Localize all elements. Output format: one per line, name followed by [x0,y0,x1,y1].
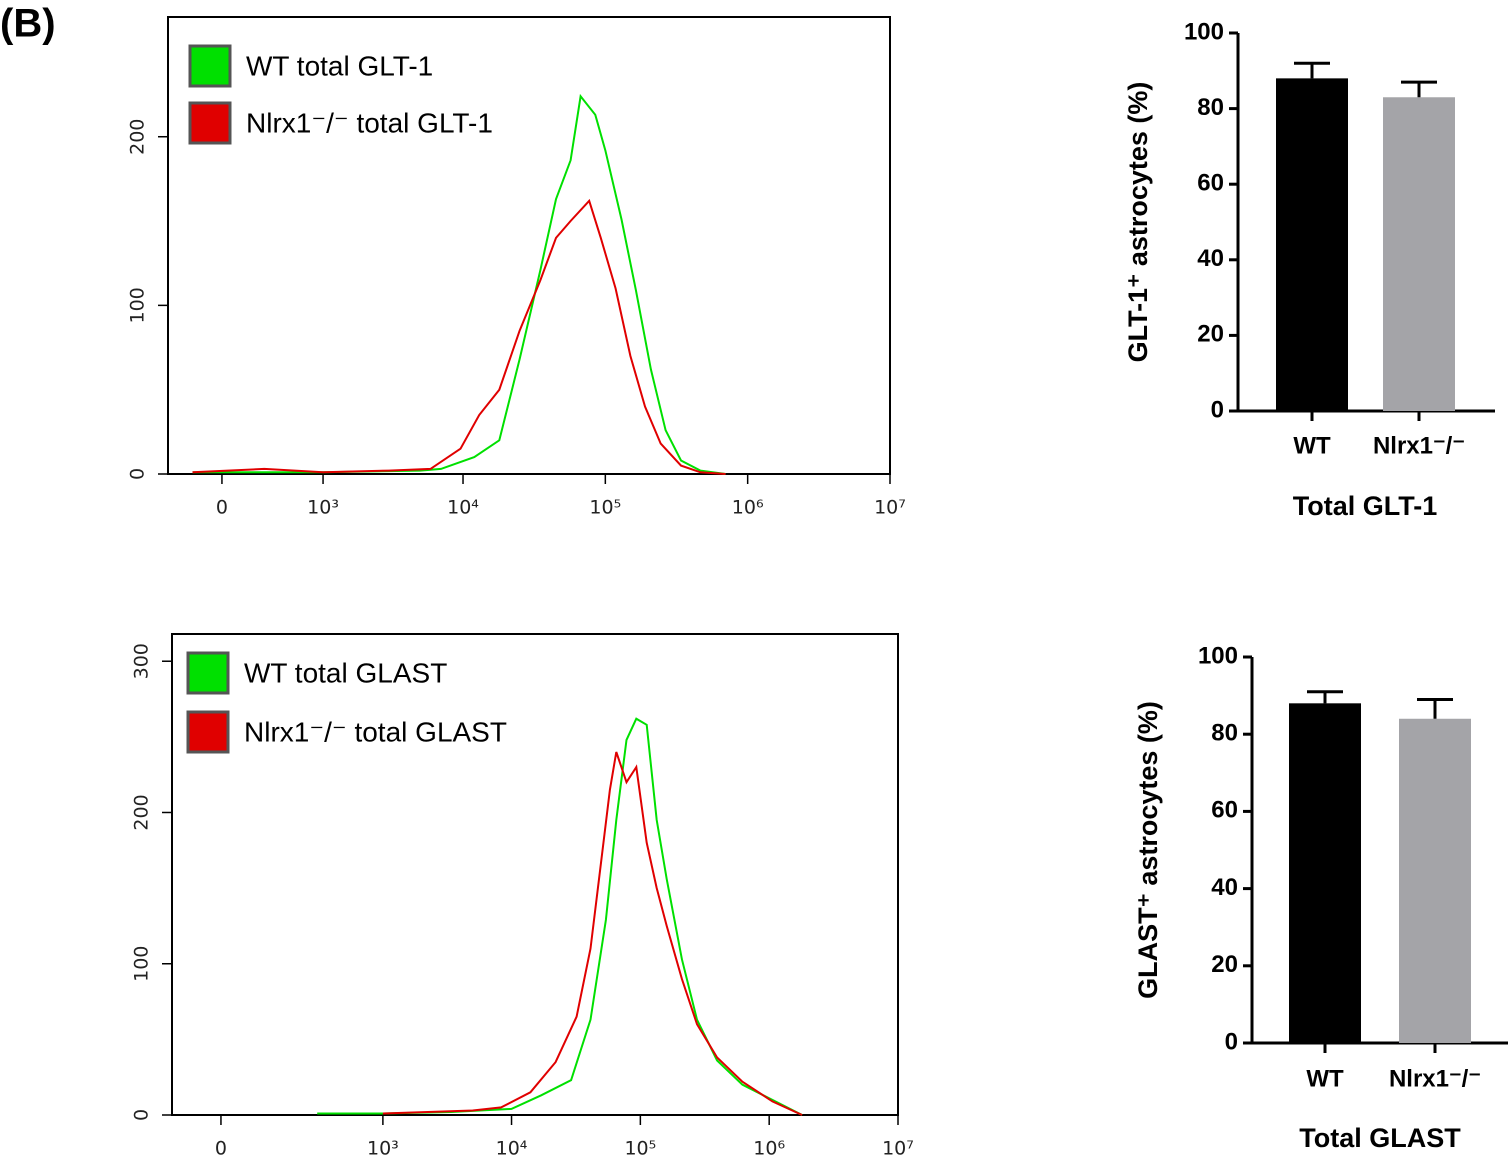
x-tick-label: 10⁵ [589,497,621,519]
y-tick-label: 100 [1198,642,1238,669]
y-tick-label: 0 [131,1109,153,1121]
bar [1383,97,1455,411]
legend-label: Nlrx1⁻/⁻ total GLT-1 [246,107,493,138]
legend-swatch [188,44,232,88]
x-tick-label: 10⁵ [624,1138,656,1160]
error-bar [1294,61,1330,79]
y-tick-label: 20 [1197,321,1224,348]
x-tick-label: Nlrx1⁻/⁻ [1373,432,1465,459]
y-tick-label: 80 [1197,94,1224,121]
bar [1399,718,1471,1043]
error-bar [1401,80,1437,98]
x-tick-label: WT [1293,432,1331,459]
x-tick-label: 10⁶ [732,497,764,519]
x-tick-label: 10⁴ [447,497,479,519]
x-tick-label: 0 [215,1138,227,1160]
y-tick-label: 0 [1225,1028,1238,1055]
x-axis-label: Total GLT-1 [1293,491,1438,521]
y-tick-label: 40 [1197,245,1224,272]
y-tick-label: 80 [1211,720,1238,747]
plot-frame [171,633,899,1116]
y-tick-label: 60 [1197,170,1224,197]
y-tick-label: 0 [127,468,149,480]
y-tick-label: 200 [131,794,153,830]
y-tick-label: 100 [127,287,149,323]
legend-label: Nlrx1⁻/⁻ total GLAST [244,716,507,747]
y-tick-label: 60 [1211,797,1238,824]
x-tick-label: 10⁷ [882,1138,914,1160]
y-axis-label: GLAST⁺ astrocytes (%) [1133,701,1163,999]
x-tick-label: 10⁷ [874,497,906,519]
x-tick-label: WT [1306,1065,1344,1092]
x-axis-label: Total GLAST [1299,1123,1461,1153]
x-tick-label: 10³ [367,1138,399,1160]
y-tick-label: 100 [1184,18,1224,45]
bar [1276,78,1348,412]
y-tick-label: 40 [1211,874,1238,901]
x-tick-label: 10⁴ [496,1138,528,1160]
y-tick-label: 300 [131,643,153,679]
legend-swatch [186,651,230,695]
histogram-line [382,751,803,1116]
legend-label: WT total GLAST [244,657,447,688]
error-bar [1417,697,1453,719]
x-tick-label: Nlrx1⁻/⁻ [1389,1065,1481,1092]
legend-label: WT total GLT-1 [246,50,433,81]
x-tick-label: 0 [216,497,228,519]
panel-label: (B) [0,2,56,46]
plot-frame [167,16,891,475]
y-tick-label: 20 [1211,951,1238,978]
x-tick-label: 10⁶ [753,1138,785,1160]
y-tick-label: 100 [131,946,153,982]
x-tick-label: 10³ [307,497,339,519]
legend-swatch [186,710,230,754]
y-tick-label: 200 [127,119,149,155]
y-axis-label: GLT-1⁺ astrocytes (%) [1123,82,1153,363]
histogram-line [192,93,726,475]
legend-swatch [188,101,232,145]
histogram-line [192,198,726,475]
y-tick-label: 0 [1211,396,1224,423]
bar [1289,703,1361,1043]
error-bar [1307,690,1343,704]
